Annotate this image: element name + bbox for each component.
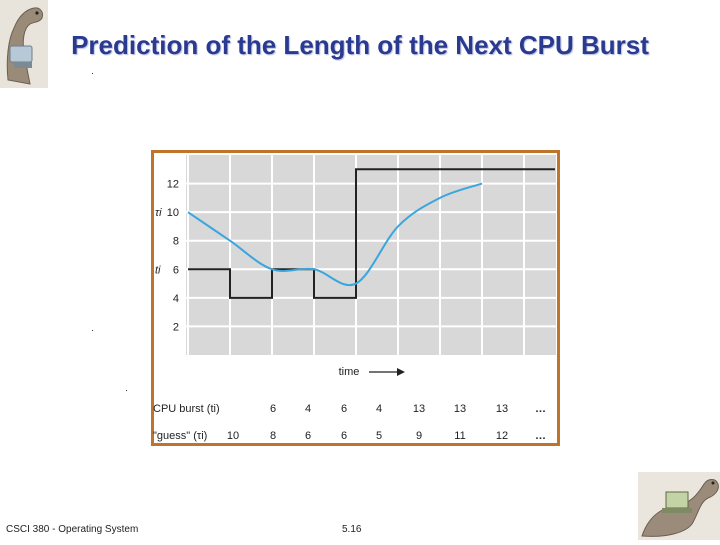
table-cell-value: 12	[496, 430, 508, 442]
table-cell-value: 4	[376, 403, 382, 415]
table-row-label: CPU burst (ti)	[153, 403, 220, 415]
y-label-guess: τi	[155, 207, 162, 219]
table-cell-value: 11	[454, 430, 465, 442]
x-axis-label: time	[339, 366, 360, 378]
dinosaur-computer-logo-bottom-right	[638, 472, 720, 540]
table-cell-value: 6	[305, 430, 311, 442]
plot-area	[186, 155, 556, 355]
y-label-burst: ti	[155, 264, 161, 276]
table-cell-value: 4	[305, 403, 311, 415]
y-tick-label: 12	[167, 179, 179, 191]
time-arrow	[369, 368, 405, 376]
speck	[92, 73, 93, 74]
cpu-burst-step-line	[188, 168, 555, 299]
table-cell-value: 8	[270, 430, 276, 442]
table-cell-value: 10	[227, 430, 239, 442]
table-cell-value: 5	[376, 430, 382, 442]
table-cell-value: 13	[454, 403, 466, 415]
y-tick-label: 2	[173, 321, 179, 333]
y-tick-labels: 2 4 6 8 10 12	[167, 179, 179, 334]
table-cell-value: 6	[341, 430, 347, 442]
speck	[92, 330, 93, 331]
table-cell-value: 13	[496, 403, 508, 415]
table-cell-value: 13	[413, 403, 425, 415]
table-cell-value: 9	[416, 430, 422, 442]
table-ellipsis: …	[535, 403, 546, 415]
table-ellipsis: …	[535, 430, 546, 442]
chart-canvas: 2 4 6 8 10 12 τi ti time CPU burst (ti) 6 4 6 4 13 1…	[151, 150, 560, 446]
y-tick-label: 10	[167, 207, 179, 219]
y-tick-label: 4	[173, 293, 179, 305]
burst-prediction-chart: 2 4 6 8 10 12 τi ti time CPU burst (ti) 6 4 6 4 13 1…	[151, 150, 560, 446]
table-cell-value: 6	[341, 403, 347, 415]
y-tick-label: 6	[173, 264, 179, 276]
guess-curve	[187, 182, 483, 287]
slide-title: Prediction of the Length of the Next CPU…	[71, 30, 649, 60]
footer-course-label: CSCI 380 - Operating System	[6, 524, 139, 535]
table-row-label: "guess" (τi)	[153, 430, 207, 442]
footer-page-number: 5.16	[342, 524, 362, 535]
y-axis-label-fragments: τi ti	[155, 207, 162, 276]
dinosaur-logo-top-left	[0, 0, 48, 88]
data-table: CPU burst (ti) 6 4 6 4 13 13 13 … "guess" (τi) 10 8…	[153, 403, 546, 442]
y-tick-label: 8	[173, 236, 179, 248]
speck	[126, 390, 127, 391]
table-cell-value: 6	[270, 403, 276, 415]
